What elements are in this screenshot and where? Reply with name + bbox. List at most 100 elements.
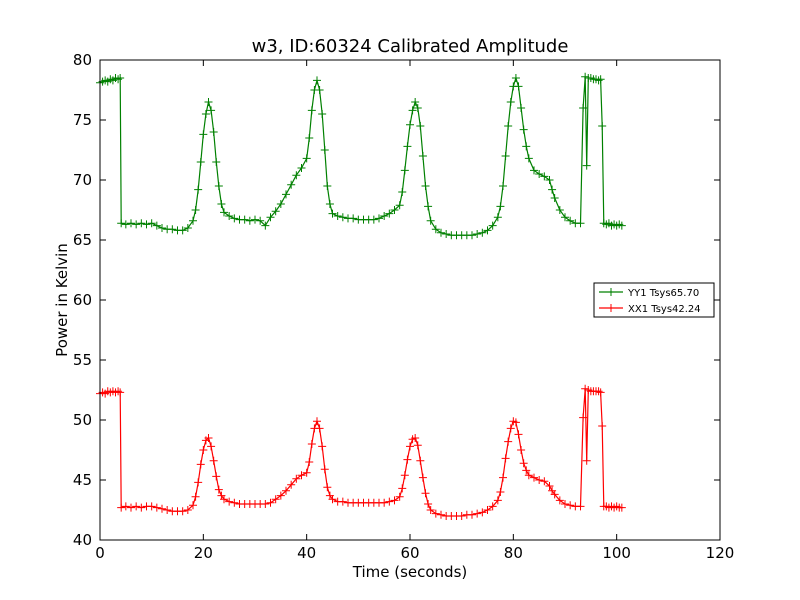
data-point	[212, 472, 221, 481]
data-point	[548, 185, 557, 194]
data-point	[380, 498, 389, 507]
data-point	[380, 212, 389, 220]
data-point	[302, 154, 311, 163]
x-tick-label: 20	[194, 544, 213, 562]
data-point	[596, 75, 605, 84]
data-point	[266, 498, 275, 507]
data-point	[194, 185, 203, 194]
data-point	[240, 215, 249, 224]
data-point	[276, 200, 285, 208]
data-point	[207, 106, 216, 115]
y-axis: 40 45 50 55 60 65 70 75 80	[73, 51, 720, 549]
data-point	[271, 495, 280, 504]
data-point	[114, 387, 123, 396]
legend-label: YY1 Tsys65.70	[627, 288, 699, 299]
data-point	[147, 219, 156, 228]
y-tick-label: 55	[73, 351, 92, 369]
series-0	[96, 72, 626, 240]
data-point	[315, 86, 324, 94]
data-point	[320, 146, 329, 154]
data-point	[305, 458, 314, 466]
data-point	[305, 134, 314, 142]
data-point	[517, 446, 526, 454]
data-point	[163, 506, 172, 514]
data-point	[313, 417, 321, 426]
data-point	[196, 460, 205, 469]
data-point	[426, 506, 435, 514]
data-point	[158, 504, 166, 513]
legend: YY1 Tsys65.70 XX1 Tsys42.24	[593, 282, 715, 318]
data-point	[127, 503, 135, 512]
y-axis-label: Power in Kelvin	[53, 243, 71, 357]
data-point	[207, 442, 216, 451]
data-point	[413, 441, 422, 450]
data-point	[421, 489, 430, 498]
data-point	[457, 512, 466, 520]
x-axis: 0 20 40 60 80 100 120	[95, 60, 734, 562]
data-point	[114, 75, 123, 84]
data-point	[431, 225, 440, 234]
data-point	[212, 158, 221, 166]
data-point	[183, 224, 192, 232]
data-point	[194, 478, 203, 487]
legend-marker	[607, 288, 615, 296]
data-point	[220, 208, 228, 217]
data-point	[437, 228, 445, 237]
data-point	[493, 213, 502, 222]
data-point	[511, 418, 520, 427]
data-point	[545, 176, 554, 184]
data-point	[127, 219, 135, 228]
data-point	[540, 172, 549, 181]
y-tick-label: 70	[73, 171, 92, 189]
data-point	[261, 500, 270, 508]
data-point	[517, 104, 526, 112]
data-point	[318, 442, 327, 451]
data-point	[282, 190, 290, 199]
data-point	[251, 215, 259, 224]
data-point	[390, 496, 399, 505]
data-point	[406, 442, 414, 451]
data-point	[338, 497, 347, 506]
data-point	[576, 502, 585, 511]
data-point	[199, 446, 208, 454]
data-point	[501, 152, 510, 160]
data-point	[390, 206, 399, 214]
data-point	[530, 473, 538, 482]
data-point	[411, 434, 420, 442]
data-point	[418, 473, 427, 482]
data-point	[499, 182, 507, 190]
data-point	[424, 202, 433, 211]
data-point	[398, 188, 407, 196]
data-point	[230, 214, 239, 223]
data-point	[204, 434, 213, 442]
legend-box	[593, 282, 715, 318]
data-point	[132, 502, 141, 511]
data-point	[535, 170, 544, 178]
data-point	[468, 510, 476, 519]
data-point	[375, 214, 383, 223]
y-tick-label: 65	[73, 231, 92, 249]
data-point	[168, 225, 177, 234]
data-point	[596, 388, 605, 397]
data-point	[617, 221, 626, 230]
data-point	[318, 110, 327, 118]
data-point	[400, 166, 409, 175]
data-point	[183, 506, 192, 514]
data-point	[117, 219, 126, 228]
data-point	[522, 142, 531, 151]
y-tick-label: 45	[73, 471, 92, 489]
data-point	[617, 503, 626, 512]
data-point	[292, 171, 301, 180]
data-point	[325, 200, 334, 208]
data-point	[478, 228, 487, 237]
data-point	[158, 224, 166, 232]
data-point	[323, 182, 332, 190]
data-point	[408, 106, 417, 115]
data-point	[302, 468, 311, 477]
data-point	[519, 125, 528, 134]
data-point	[582, 161, 591, 170]
data-point	[522, 466, 531, 475]
data-point	[116, 74, 125, 82]
data-point	[369, 215, 378, 224]
